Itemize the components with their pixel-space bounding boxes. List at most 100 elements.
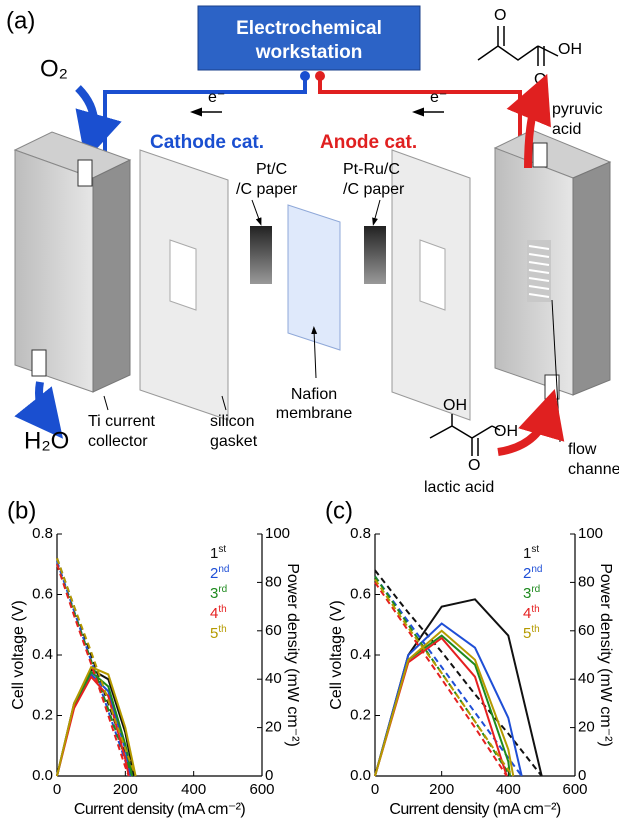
y-tick-label: 0.4 <box>32 646 53 663</box>
lactic-structure <box>429 414 501 456</box>
y-tick-label: 0.8 <box>32 525 53 542</box>
legend-label: 5th <box>210 624 227 642</box>
panel-label: (c) <box>325 497 353 524</box>
y-axis-title: Cell voltage (V) <box>328 600 345 709</box>
pyruvic-label: acid <box>552 121 581 138</box>
x-axis-title: Current density (mA cm⁻²) <box>389 801 561 818</box>
voltage-line <box>374 578 515 777</box>
port <box>77 159 93 187</box>
y2-tick-label: 20 <box>265 719 282 736</box>
panel-label: (b) <box>7 497 36 524</box>
legend-label: 1st <box>210 544 226 562</box>
panel-label: (a) <box>6 7 35 34</box>
y-tick-label: 0.0 <box>350 767 371 784</box>
nafion-label: membrane <box>276 405 353 422</box>
workstation-label: workstation <box>255 42 363 63</box>
port <box>31 349 47 377</box>
electron-label: e⁻ <box>208 89 225 106</box>
pointer <box>311 326 318 379</box>
nafion <box>287 204 341 351</box>
power-line <box>374 629 515 777</box>
x-tick-label: 0 <box>53 781 61 798</box>
workstation-label: Electrochemical <box>236 18 382 39</box>
oxygen-label: O₂ <box>40 55 68 82</box>
gasket-window <box>169 239 197 311</box>
y-tick-label: 0.2 <box>350 706 371 723</box>
cathode-catalyst <box>250 226 272 284</box>
lactic-label: lactic acid <box>424 479 494 496</box>
gasket-window <box>419 239 446 311</box>
atom-label: OH <box>558 41 582 58</box>
legend-label: 4th <box>523 604 540 622</box>
power-line <box>56 665 137 777</box>
y2-tick-label: 40 <box>265 670 282 687</box>
legend-label: 2nd <box>210 564 229 582</box>
gasket-label: gasket <box>210 433 258 450</box>
oxygen-arrow <box>75 85 122 162</box>
collector-label: Ti current <box>88 413 156 430</box>
workstation-box <box>197 5 421 71</box>
y2-tick-label: 60 <box>265 622 282 639</box>
nafion-label: Nafion <box>291 386 337 403</box>
pyruvic-arrow <box>506 73 551 169</box>
voltage-line <box>374 575 523 777</box>
gasket-label: silicon <box>210 413 254 430</box>
y-tick-label: 0.6 <box>32 585 53 602</box>
electron-label: e⁻ <box>430 89 447 106</box>
anode-paper-label: /C paper <box>343 181 405 198</box>
cathode-paper-label: /C paper <box>236 181 298 198</box>
block-side <box>572 161 611 396</box>
legend-label: 3rd <box>523 584 540 602</box>
lactic-arrow <box>497 388 565 456</box>
collector-label: collector <box>88 433 148 450</box>
legend-label: 2nd <box>523 564 542 582</box>
flow-label: flow <box>568 441 597 458</box>
y-tick-label: 0.0 <box>32 767 53 784</box>
y-tick-label: 0.4 <box>350 646 371 663</box>
x-axis-title: Current density (mA cm⁻²) <box>74 801 246 818</box>
power-line <box>374 622 523 777</box>
y2-axis-title: Power density (mW cm⁻²) <box>284 563 301 747</box>
flow-channel <box>527 240 551 302</box>
cathode-paper-label: Pt/C <box>256 161 287 178</box>
y2-tick-label: 80 <box>265 573 282 590</box>
anode-catalyst <box>364 226 386 284</box>
pyruvic-structure <box>477 26 559 66</box>
atom-label: O <box>534 71 546 88</box>
y2-tick-label: 20 <box>578 719 595 736</box>
atom-label: O <box>468 457 480 474</box>
voltage-line <box>374 581 508 777</box>
pointer <box>372 199 381 226</box>
x-tick-label: 600 <box>562 781 587 798</box>
y-tick-label: 0.6 <box>350 585 371 602</box>
pyruvic-label: pyruvic <box>552 101 603 118</box>
x-tick-label: 400 <box>496 781 521 798</box>
y2-tick-label: 60 <box>578 622 595 639</box>
water-label: H₂O <box>24 427 69 454</box>
x-tick-label: 200 <box>113 781 138 798</box>
pointer <box>221 395 227 411</box>
y-axis-title: Cell voltage (V) <box>10 600 27 709</box>
y2-tick-label: 40 <box>578 670 595 687</box>
x-tick-label: 600 <box>249 781 274 798</box>
pointer <box>251 199 262 226</box>
voltage-line <box>374 569 543 777</box>
water-arrow <box>14 381 63 439</box>
anode-label: Anode cat. <box>320 132 417 153</box>
terminal <box>300 71 310 81</box>
port <box>532 142 548 168</box>
legend-label: 1st <box>523 544 539 562</box>
atom-label: O <box>494 7 506 24</box>
atom-label: OH <box>443 397 467 414</box>
y2-tick-label: 0 <box>265 767 273 784</box>
x-tick-label: 400 <box>181 781 206 798</box>
flow-label: channel <box>568 461 619 478</box>
y2-axis-title: Power density (mW cm⁻²) <box>597 563 614 747</box>
voltage-line <box>56 563 130 777</box>
atom-label: OH <box>494 423 518 440</box>
legend-label: 5th <box>523 624 540 642</box>
anode-paper-label: Pt-Ru/C <box>343 161 400 178</box>
legend-label: 3rd <box>210 584 227 602</box>
y2-tick-label: 100 <box>265 525 290 542</box>
